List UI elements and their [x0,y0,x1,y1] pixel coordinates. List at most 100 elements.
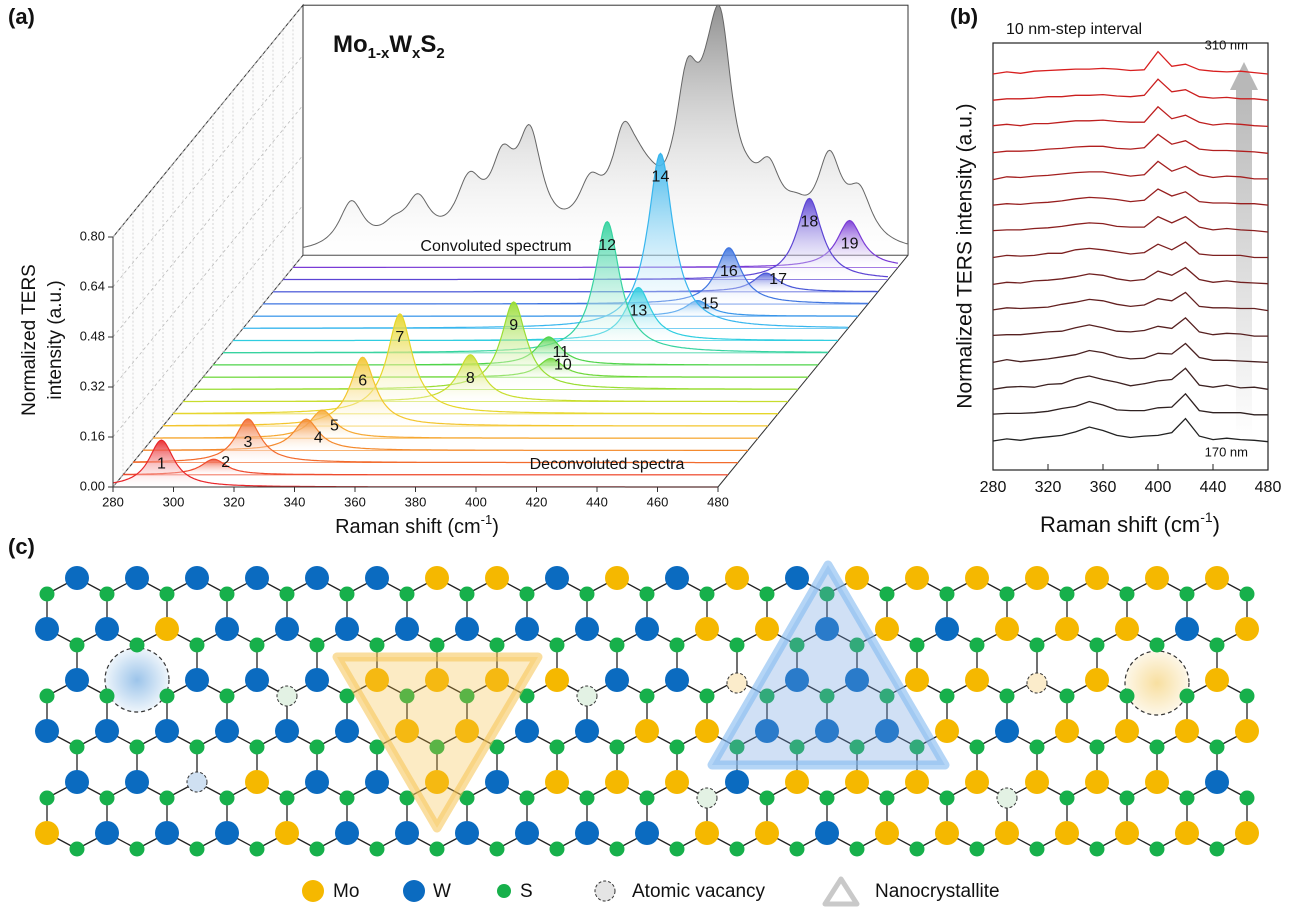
annotation: Convoluted spectrum [420,238,571,255]
sulfur-atom [1030,842,1045,857]
w-atom [65,566,89,590]
sulfur-atom [610,740,625,755]
y-tick-label: 0.64 [80,278,105,293]
mo-atom [1115,719,1139,743]
w-atom [395,617,419,641]
sulfur-atom [970,638,985,653]
sulfur-atom [130,842,145,857]
w-atom [305,566,329,590]
sulfur-atom [1000,689,1015,704]
chart-title-part: W [389,31,412,58]
sulfur-atom [1240,689,1255,704]
w-atom [635,821,659,845]
w-atom [305,668,329,692]
w-atom [65,770,89,794]
mo-atom [1235,719,1259,743]
mo-atom [965,566,989,590]
w-atom [95,719,119,743]
w-atom [995,719,1019,743]
sulfur-atom [280,587,295,602]
vacancy [997,788,1017,808]
w-atom [485,770,509,794]
mo-atom [1025,770,1049,794]
sulfur-atom [340,791,355,806]
chart-title-part: 1-x [368,45,390,62]
sulfur-atom [910,842,925,857]
mo-atom [845,566,869,590]
peak-label: 16 [720,263,738,280]
legend-swatch [302,880,324,902]
legend-swatch [595,881,615,901]
w-atom [455,617,479,641]
w-atom [185,668,209,692]
w-atom [575,617,599,641]
sulfur-atom [430,842,445,857]
peak-label: 7 [395,329,404,346]
mo-atom [725,566,749,590]
sulfur-atom [100,587,115,602]
sulfur-atom [1150,842,1165,857]
mo-atom [875,617,899,641]
x-tick-label: 440 [586,494,608,509]
w-atom [65,668,89,692]
x-tick-label: 320 [1035,479,1062,496]
mo-atom [995,821,1019,845]
legend-swatch [825,879,857,904]
x-axis-label-part: -1 [481,512,493,527]
sulfur-atom [940,791,955,806]
legend-label: Atomic vacancy [632,881,766,902]
sulfur-atom [1030,740,1045,755]
sulfur-atom [70,638,85,653]
vacancy [577,686,597,706]
peak-label: 6 [358,372,367,389]
sulfur-atom [250,842,265,857]
sulfur-atom [220,689,235,704]
vacancy [105,648,169,712]
x-tick-label: 280 [102,494,124,509]
peak-label: 19 [841,236,859,253]
x-axis-label: Raman shift (cm-1) [335,512,499,538]
sulfur-atom [1060,689,1075,704]
y-axis-label: Normalized TERS [19,264,40,416]
sulfur-atom [100,791,115,806]
y-tick-label: 0.00 [80,478,105,493]
sulfur-atom [70,740,85,755]
peak-label: 9 [509,317,518,334]
mo-atom [845,770,869,794]
sulfur-atom [850,842,865,857]
sulfur-atom [190,638,205,653]
sulfur-atom [160,791,175,806]
sulfur-atom [640,587,655,602]
sulfur-atom [220,587,235,602]
sulfur-atom [550,638,565,653]
sulfur-atom [1090,842,1105,857]
sulfur-atom [160,587,175,602]
mo-atom [1145,566,1169,590]
chart-title-part: Mo [333,31,368,58]
x-axis-label-part: Raman shift (cm [1040,512,1200,537]
mo-atom [545,668,569,692]
sulfur-atom [580,587,595,602]
w-atom [605,668,629,692]
vacancy [727,673,747,693]
x-tick-label: 400 [1145,479,1172,496]
chart-title-part: 2 [436,45,444,62]
y-axis-label: Normalized TERS intensity (a.u.) [954,103,977,408]
chart-title: Mo1-xWxS2 [333,31,445,62]
w-atom [335,617,359,641]
mo-atom [785,770,809,794]
x-tick-label: 400 [465,494,487,509]
mo-atom [965,770,989,794]
w-atom [155,719,179,743]
sulfur-atom [1060,791,1075,806]
sulfur-atom [340,587,355,602]
sulfur-atom [910,638,925,653]
sulfur-atom [640,791,655,806]
w-atom [635,617,659,641]
arrow-shaft [1236,88,1252,438]
sulfur-atom [700,689,715,704]
w-atom [275,617,299,641]
sulfur-atom [1120,587,1135,602]
y-tick-label: 0.80 [80,228,105,243]
sulfur-atom [460,587,475,602]
